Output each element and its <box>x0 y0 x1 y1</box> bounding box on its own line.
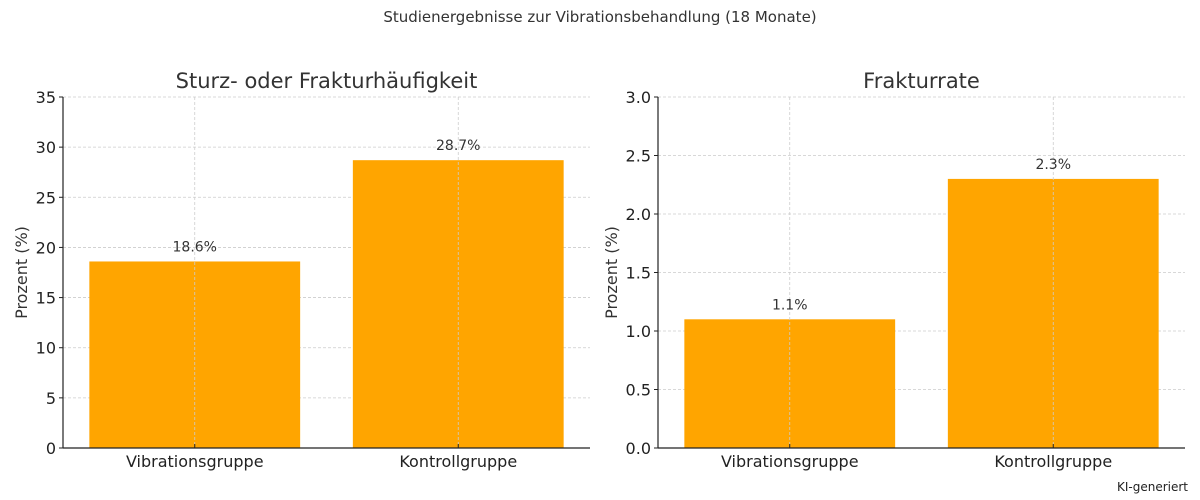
chart-fall-fracture-frequency: Sturz- oder Frakturhäufigkeit 18.6% 28.7% 0… <box>12 69 590 471</box>
figure-suptitle: Studienergebnisse zur Vibrationsbehandlu… <box>383 8 817 26</box>
y-tick-label: 20 <box>36 238 56 257</box>
x-tick-label: Kontrollgruppe <box>994 452 1112 471</box>
chart-title: Frakturrate <box>863 69 980 93</box>
x-tick-label: Vibrationsgruppe <box>721 452 859 471</box>
y-tick-label: 0.0 <box>626 439 651 458</box>
chart-title: Sturz- oder Frakturhäufigkeit <box>176 69 478 93</box>
x-tick-label: Vibrationsgruppe <box>126 452 264 471</box>
y-tick-label: 30 <box>36 138 56 157</box>
ai-generated-watermark: KI-generiert <box>1116 480 1188 494</box>
y-tick-label: 2.5 <box>626 147 651 166</box>
y-tick-label: 15 <box>36 289 56 308</box>
bar-value-label: 18.6% <box>173 239 217 255</box>
bar-value-label: 1.1% <box>772 297 808 313</box>
y-axis-label: Prozent (%) <box>12 226 31 319</box>
y-tick-label: 0.5 <box>626 381 651 400</box>
y-tick-label: 25 <box>36 188 56 207</box>
chart-fracture-rate: Frakturrate 1.1% 2.3% 0.0 0.5 1.0 1.5 2.0 2.5 3.0… <box>602 69 1185 471</box>
y-tick-label: 0 <box>46 439 56 458</box>
y-tick-label: 3.0 <box>626 88 651 107</box>
y-tick-label: 1.5 <box>626 264 651 283</box>
bar-value-label: 28.7% <box>436 138 480 154</box>
y-tick-label: 2.0 <box>626 205 651 224</box>
x-tick-label: Kontrollgruppe <box>399 452 517 471</box>
bar-value-label: 2.3% <box>1035 157 1071 173</box>
y-axis-label: Prozent (%) <box>602 226 621 319</box>
y-tick-label: 5 <box>46 389 56 408</box>
y-tick-label: 35 <box>36 88 56 107</box>
y-tick-label: 1.0 <box>626 322 651 341</box>
y-tick-label: 10 <box>36 339 56 358</box>
